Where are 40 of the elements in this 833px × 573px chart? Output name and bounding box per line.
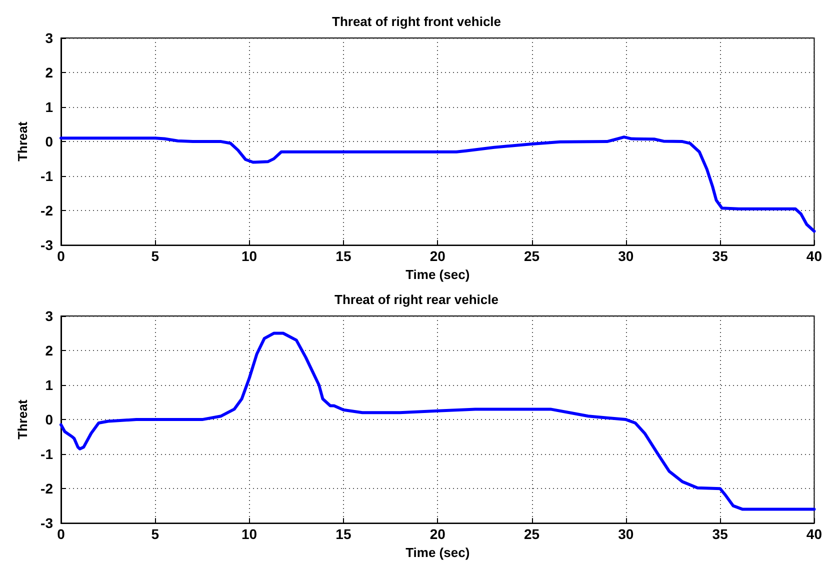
y-tick-label: -2 xyxy=(40,480,54,497)
x-tick-label: 40 xyxy=(806,526,822,542)
line-series xyxy=(60,332,816,511)
y-tick-label: 2 xyxy=(45,342,54,359)
x-axis-title: Time (sec) xyxy=(406,267,470,282)
y-tick-label: 2 xyxy=(45,64,54,81)
x-tick-label: 10 xyxy=(242,248,258,264)
x-tick-label: 5 xyxy=(151,248,160,264)
y-tick-label: 3 xyxy=(45,30,54,46)
chart-title: Threat of right rear vehicle xyxy=(334,292,498,307)
x-tick-label: 25 xyxy=(524,526,540,542)
x-tick-label: 20 xyxy=(430,248,446,264)
x-tick-label: 0 xyxy=(57,526,66,542)
y-tick-label: -3 xyxy=(40,515,54,532)
y-tick-label: -1 xyxy=(40,168,54,184)
y-tick-label: 0 xyxy=(45,412,54,428)
x-tick-label: 35 xyxy=(712,248,728,264)
x-tick-label: 10 xyxy=(242,526,258,542)
x-tick-label: 35 xyxy=(712,526,728,542)
y-tick-label: -2 xyxy=(40,202,54,219)
chart-title: Threat of right front vehicle xyxy=(332,14,502,29)
y-tick-label: 1 xyxy=(45,99,54,116)
x-tick-label: 0 xyxy=(57,248,66,264)
y-tick-label: -3 xyxy=(40,237,54,254)
y-tick-label: 3 xyxy=(45,308,54,324)
x-axis-title: Time (sec) xyxy=(406,545,470,560)
x-tick-label: 5 xyxy=(151,526,160,542)
x-tick-label: 25 xyxy=(524,248,540,264)
x-tick-label: 15 xyxy=(336,248,352,264)
x-tick-label: 30 xyxy=(618,526,634,542)
y-tick-label: -1 xyxy=(40,446,54,462)
line-series xyxy=(60,136,816,233)
y-tick-label: 1 xyxy=(45,377,54,394)
x-tick-label: 20 xyxy=(430,526,446,542)
y-tick-label: 0 xyxy=(45,134,54,150)
x-tick-label: 40 xyxy=(806,248,822,264)
x-tick-label: 30 xyxy=(618,248,634,264)
y-axis-title: Threat xyxy=(15,399,30,440)
y-axis-title: Threat xyxy=(15,121,30,162)
x-tick-label: 15 xyxy=(336,526,352,542)
